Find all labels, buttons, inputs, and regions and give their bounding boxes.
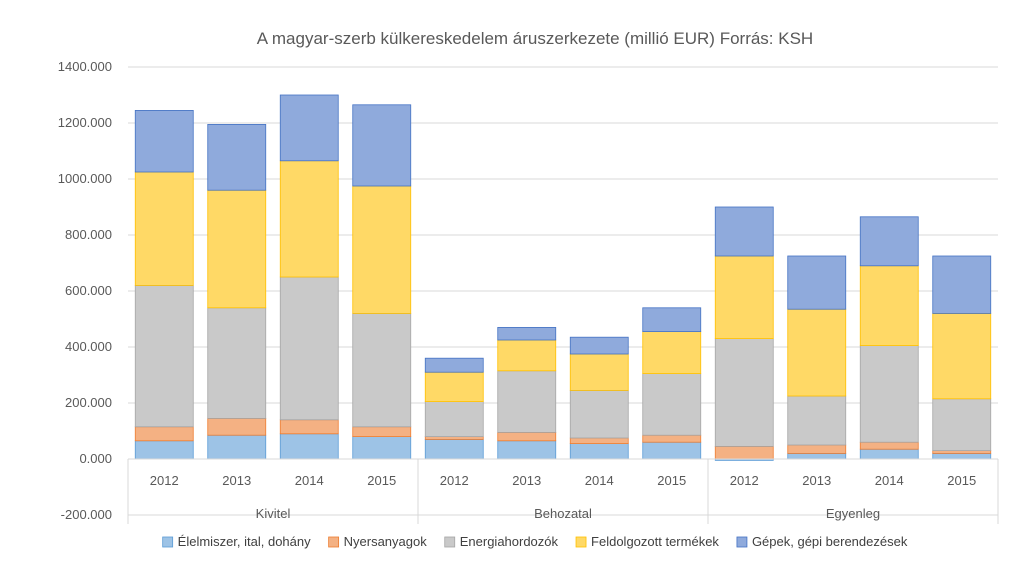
group-label: Behozatal: [534, 506, 592, 521]
y-tick-label: 400.000: [65, 339, 112, 354]
bar-segment: [279, 433, 339, 460]
bar-segment: [714, 255, 774, 339]
bar-segment: [859, 441, 919, 450]
bar-segment: [642, 307, 702, 332]
bar-segment: [352, 312, 412, 428]
bar-segment: [859, 448, 919, 460]
y-tick-label: 200.000: [65, 395, 112, 410]
bar-segment: [424, 401, 484, 438]
bar-segment: [642, 373, 702, 436]
x-tick-label: 2013: [512, 473, 541, 488]
x-tick-label: 2014: [585, 473, 614, 488]
bar-segment: [714, 338, 774, 447]
bar-segment: [642, 434, 702, 443]
legend-label: Élelmiszer, ital, dohány: [178, 534, 311, 549]
legend-swatch: [162, 536, 174, 548]
bar-segment: [932, 450, 992, 454]
bar-segment: [714, 206, 774, 257]
x-tick-label: 2012: [730, 473, 759, 488]
bar-segment: [497, 440, 557, 460]
bar-segment: [569, 336, 629, 355]
bar-segment: [134, 171, 194, 286]
bar-segment: [352, 185, 412, 314]
bar-segment: [134, 426, 194, 442]
legend-swatch: [575, 536, 587, 548]
legend-swatch: [444, 536, 456, 548]
group-label: Egyenleg: [826, 506, 880, 521]
y-tick-label: 1200.000: [58, 115, 112, 130]
x-tick-label: 2012: [150, 473, 179, 488]
y-tick-label: -200.000: [61, 507, 112, 522]
legend: Élelmiszer, ital, dohány Nyersanyagok Ener…: [162, 534, 908, 549]
bar-segment: [714, 445, 774, 460]
bar-segment: [352, 426, 412, 437]
bar-segment: [787, 255, 847, 310]
bar-segment: [642, 441, 702, 460]
group-label: Kivitel: [256, 506, 291, 521]
bar-segment: [787, 395, 847, 446]
x-tick-label: 2014: [875, 473, 904, 488]
bar-segment: [787, 308, 847, 397]
x-tick-label: 2013: [802, 473, 831, 488]
bar-segment: [207, 417, 267, 436]
bars: [134, 94, 992, 461]
y-tick-label: 800.000: [65, 227, 112, 242]
x-tick-label: 2013: [222, 473, 251, 488]
chart-title: A magyar-szerb külkereskedelem áruszerke…: [257, 29, 813, 48]
bar-segment: [932, 312, 992, 400]
bar-segment: [859, 345, 919, 443]
y-tick-label: 0.000: [79, 451, 112, 466]
bar-segment: [932, 255, 992, 314]
bar-segment: [932, 452, 992, 460]
y-axis-ticks: -200.000 0.000 200.000 400.000 600.000 800.00…: [58, 59, 112, 522]
bar-segment: [207, 307, 267, 419]
y-tick-label: 1400.000: [58, 59, 112, 74]
y-tick-label: 600.000: [65, 283, 112, 298]
y-tick-label: 1000.000: [58, 171, 112, 186]
bar-segment: [569, 353, 629, 391]
bar-segment: [787, 452, 847, 460]
bar-segment: [497, 339, 557, 372]
legend-label: Energiahordozók: [460, 534, 559, 549]
bar-segment: [279, 94, 339, 162]
bar-segment: [279, 419, 339, 435]
x-tick-label: 2015: [657, 473, 686, 488]
x-tick-label: 2015: [367, 473, 396, 488]
bar-segment: [207, 434, 267, 460]
bar-segment: [424, 371, 484, 403]
bar-segment: [134, 284, 194, 428]
bar-segment: [134, 440, 194, 460]
legend-swatch: [736, 536, 748, 548]
bar-segment: [207, 124, 267, 191]
bar-segment: [424, 357, 484, 373]
x-tick-label: 2015: [947, 473, 976, 488]
bar-segment: [569, 389, 629, 439]
x-axis: 2012 2013 2014 2015 Kivitel 2012 2013 2014 2015 B…: [127, 458, 999, 524]
bar-segment: [642, 331, 702, 375]
bar-segment: [569, 443, 629, 460]
bar-segment: [279, 276, 339, 421]
legend-label: Feldolgozott termékek: [591, 534, 719, 549]
legend-label: Nyersanyagok: [344, 534, 428, 549]
bar-segment: [859, 265, 919, 346]
bar-segment: [207, 189, 267, 309]
legend-swatch: [328, 536, 340, 548]
x-tick-label: 2012: [440, 473, 469, 488]
bar-segment: [497, 431, 557, 442]
bar-segment: [497, 370, 557, 433]
bar-segment: [787, 444, 847, 454]
bar-segment: [352, 436, 412, 460]
bar-segment: [932, 398, 992, 451]
bar-segment: [424, 438, 484, 460]
bar-segment: [569, 437, 629, 444]
legend-label: Gépek, gépi berendezések: [752, 534, 908, 549]
bar-segment: [134, 110, 194, 173]
x-tick-label: 2014: [295, 473, 324, 488]
bar-segment: [424, 436, 484, 440]
bar-segment: [352, 104, 412, 187]
bar-segment: [279, 160, 339, 278]
bar-segment: [859, 216, 919, 267]
bar-segment: [497, 326, 557, 341]
